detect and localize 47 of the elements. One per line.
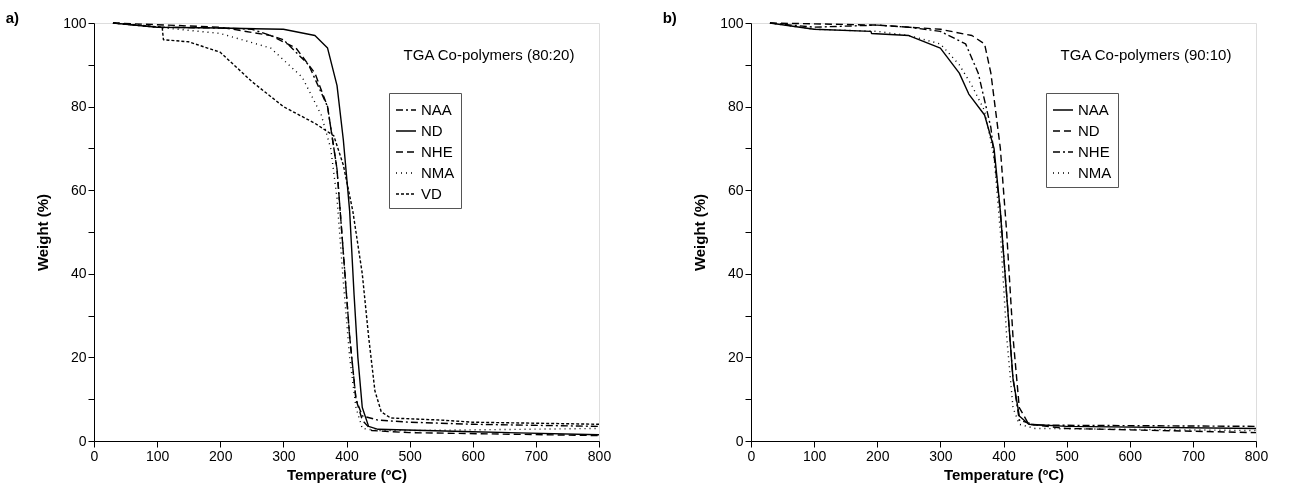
x-tick-label: 700 — [1181, 447, 1206, 464]
y-tick-label: 100 — [720, 14, 744, 31]
x-tick-label: 300 — [929, 447, 953, 464]
chart-title: a) — [5, 9, 19, 26]
annotation: TGA Co-polymers (90:10) — [1060, 46, 1232, 63]
y-tick-label: 60 — [70, 181, 87, 198]
y-tick-label: 40 — [727, 265, 744, 282]
y-tick-label: 80 — [70, 98, 87, 115]
x-tick-label: 600 — [1118, 447, 1143, 464]
annotation: TGA Co-polymers (80:20) — [403, 46, 575, 63]
y-tick-label: 20 — [727, 348, 744, 365]
legend-label: NMA — [421, 164, 455, 181]
y-tick-label: 80 — [727, 98, 744, 115]
x-tick-label: 200 — [209, 447, 233, 464]
y-tick-label: 0 — [78, 432, 87, 449]
y-axis-title: Weight (%) — [691, 193, 709, 272]
legend-label: ND — [421, 122, 443, 139]
x-tick-label: 800 — [1244, 447, 1269, 464]
legend-label: NMA — [1078, 164, 1112, 181]
x-tick-label: 500 — [398, 447, 423, 464]
x-tick-label: 0 — [90, 447, 99, 464]
chart-title: b) — [662, 9, 677, 26]
legend-label: NAA — [421, 101, 452, 118]
y-axis-title: Weight (%) — [34, 193, 52, 272]
x-tick-label: 800 — [587, 447, 612, 464]
x-tick-label: 400 — [335, 447, 359, 464]
y-tick-label: 0 — [735, 432, 744, 449]
x-tick-label: 300 — [272, 447, 296, 464]
x-tick-label: 500 — [1055, 447, 1080, 464]
x-tick-label: 0 — [747, 447, 756, 464]
legend-label: NAA — [1078, 101, 1109, 118]
x-tick-label: 400 — [992, 447, 1016, 464]
x-tick-label: 100 — [145, 447, 170, 464]
y-tick-label: 20 — [70, 348, 87, 365]
legend-label: ND — [1078, 122, 1100, 139]
y-tick-label: 60 — [727, 181, 744, 198]
x-axis-title: Temperature (ºC) — [286, 465, 408, 483]
x-tick-label: 700 — [524, 447, 549, 464]
x-axis-title: Temperature (ºC) — [943, 465, 1065, 483]
legend-label: NHE — [1078, 143, 1110, 160]
y-tick-label: 40 — [70, 265, 87, 282]
legend-label: NHE — [421, 143, 453, 160]
x-tick-label: 200 — [866, 447, 890, 464]
x-tick-label: 600 — [461, 447, 486, 464]
legend-label: VD — [421, 185, 442, 202]
y-tick-label: 100 — [63, 14, 87, 31]
x-tick-label: 100 — [802, 447, 827, 464]
